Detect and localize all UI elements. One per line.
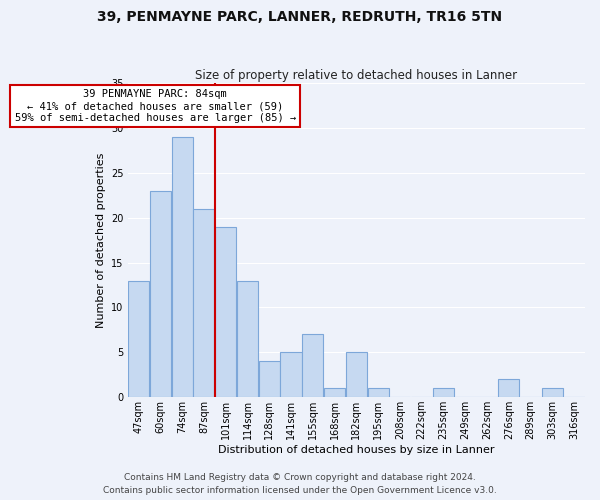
Bar (259, 362, 280, 397)
Bar (128, 280, 149, 397)
X-axis label: Distribution of detached houses by size in Lanner: Distribution of detached houses by size … (218, 445, 494, 455)
Bar (324, 388, 345, 397)
Text: 39, PENMAYNE PARC, LANNER, REDRUTH, TR16 5TN: 39, PENMAYNE PARC, LANNER, REDRUTH, TR16… (97, 10, 503, 24)
Bar (346, 352, 367, 397)
Bar (172, 137, 193, 397)
Bar (542, 388, 563, 397)
Bar (193, 209, 214, 397)
Title: Size of property relative to detached houses in Lanner: Size of property relative to detached ho… (196, 69, 517, 82)
Bar (215, 226, 236, 397)
Text: Contains HM Land Registry data © Crown copyright and database right 2024.
Contai: Contains HM Land Registry data © Crown c… (103, 474, 497, 495)
Bar (498, 379, 520, 397)
Bar (150, 191, 171, 397)
Bar (302, 334, 323, 397)
Bar (280, 352, 302, 397)
Bar (368, 388, 389, 397)
Text: 39 PENMAYNE PARC: 84sqm
← 41% of detached houses are smaller (59)
59% of semi-de: 39 PENMAYNE PARC: 84sqm ← 41% of detache… (14, 90, 296, 122)
Bar (433, 388, 454, 397)
Bar (237, 280, 258, 397)
Y-axis label: Number of detached properties: Number of detached properties (95, 152, 106, 328)
